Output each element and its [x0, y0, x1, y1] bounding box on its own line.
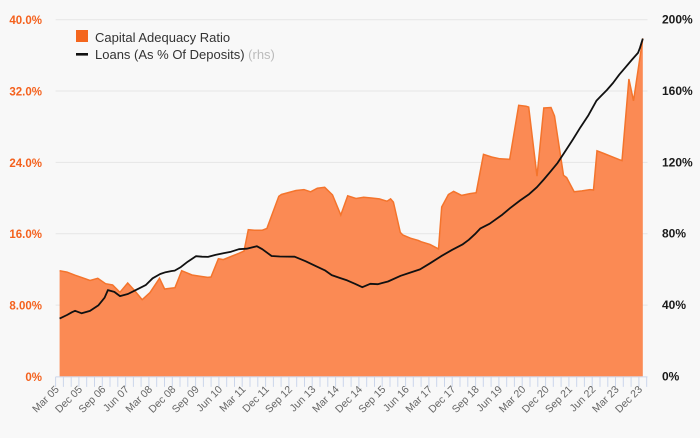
- svg-text:0%: 0%: [662, 369, 680, 383]
- svg-text:Loans (As % Of Deposits) (rhs): Loans (As % Of Deposits) (rhs): [95, 47, 275, 62]
- svg-text:200%: 200%: [662, 13, 693, 27]
- svg-text:80%: 80%: [662, 227, 686, 241]
- svg-text:0%: 0%: [25, 372, 42, 384]
- svg-text:120%: 120%: [662, 155, 693, 169]
- svg-text:Capital Adequacy Ratio: Capital Adequacy Ratio: [95, 30, 230, 45]
- svg-text:160%: 160%: [662, 84, 693, 98]
- svg-text:32.0%: 32.0%: [9, 87, 42, 99]
- svg-text:24.0%: 24.0%: [9, 158, 42, 170]
- svg-text:40.0%: 40.0%: [9, 15, 42, 27]
- svg-text:8.00%: 8.00%: [9, 301, 42, 313]
- svg-text:16.0%: 16.0%: [9, 229, 42, 241]
- svg-text:40%: 40%: [662, 298, 686, 312]
